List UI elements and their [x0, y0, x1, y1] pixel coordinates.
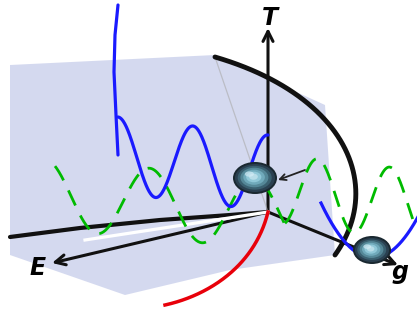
Ellipse shape	[367, 246, 374, 251]
Ellipse shape	[355, 238, 389, 262]
Text: g: g	[392, 260, 408, 284]
Ellipse shape	[245, 171, 254, 177]
Ellipse shape	[243, 170, 265, 185]
Ellipse shape	[235, 164, 275, 192]
Ellipse shape	[359, 241, 383, 258]
Text: E: E	[30, 256, 46, 280]
Ellipse shape	[249, 174, 258, 180]
Ellipse shape	[240, 168, 269, 187]
Ellipse shape	[353, 236, 391, 264]
Polygon shape	[10, 55, 335, 295]
Ellipse shape	[238, 166, 272, 190]
Ellipse shape	[246, 172, 261, 182]
Ellipse shape	[363, 244, 371, 249]
Ellipse shape	[364, 245, 377, 254]
Ellipse shape	[233, 162, 277, 194]
Ellipse shape	[362, 243, 380, 256]
Text: T: T	[262, 6, 278, 30]
Ellipse shape	[357, 240, 386, 260]
